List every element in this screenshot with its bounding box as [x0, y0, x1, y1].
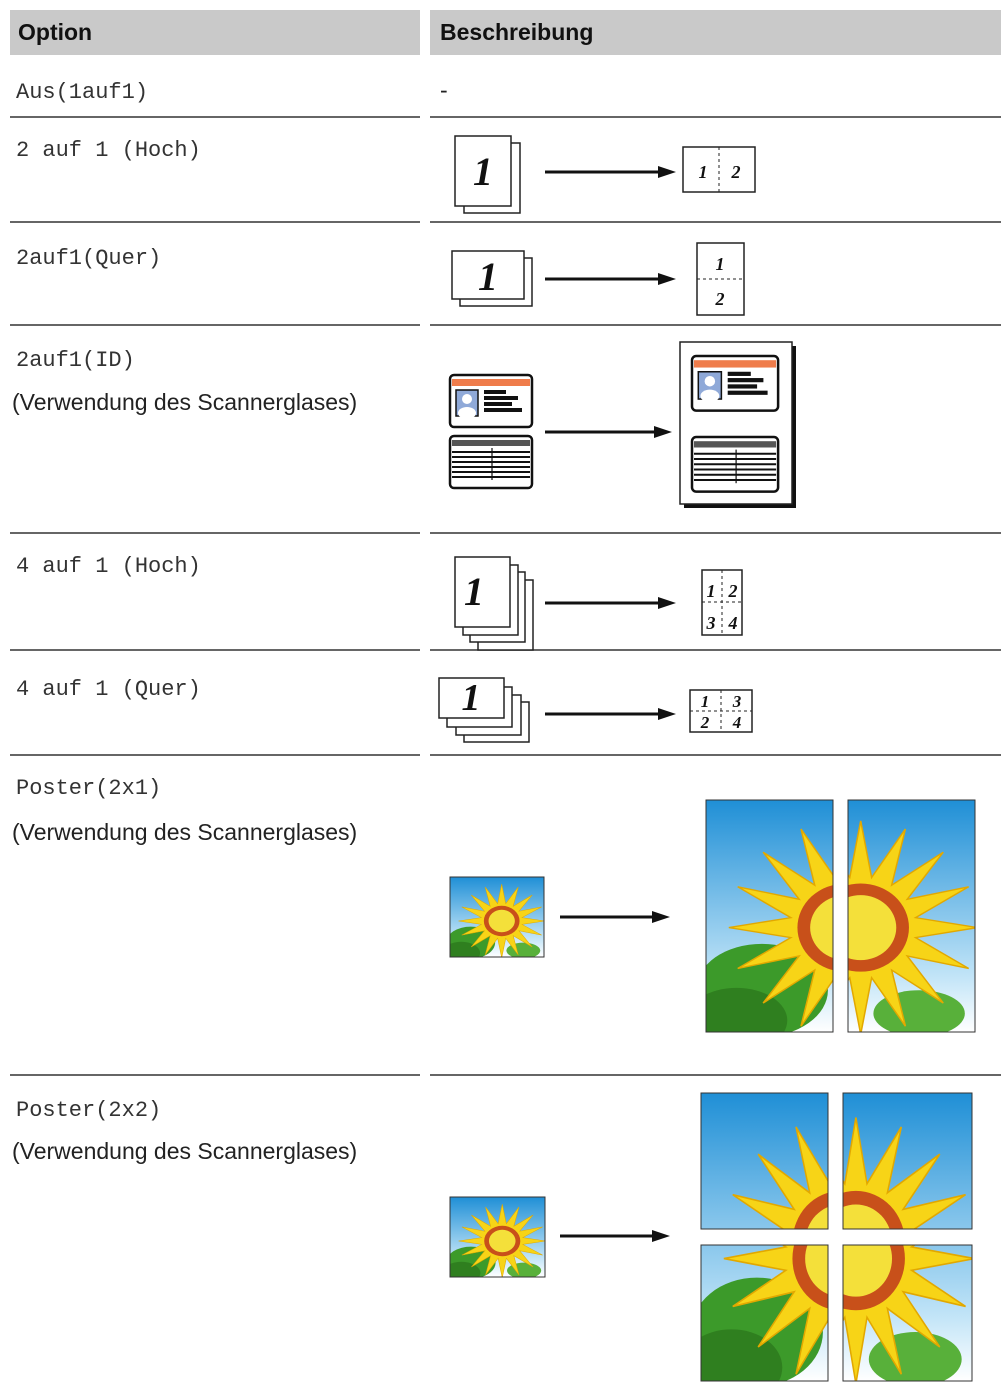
figure-label: 1: [462, 677, 481, 719]
option-label: 2auf1(Quer): [16, 246, 161, 271]
image-border: [449, 876, 545, 958]
image-border: [842, 1244, 973, 1382]
description: -: [440, 77, 448, 103]
card-line: [484, 396, 518, 400]
option-note: (Verwendung des Scannerglases): [12, 389, 357, 415]
arrow-head: [658, 166, 676, 178]
option-label: 4 auf 1 (Quer): [16, 677, 201, 702]
card-avatar: [704, 375, 716, 387]
sunflower-image: [450, 1197, 545, 1277]
figure-label: 2: [728, 581, 738, 601]
arrow-head: [652, 1230, 670, 1242]
figure-label: 2: [731, 162, 741, 182]
figure-label: 1: [473, 149, 493, 194]
page-icon: [451, 250, 525, 300]
figure-label: 1: [699, 162, 708, 182]
image-border: [705, 799, 834, 1033]
image-border: [449, 1196, 546, 1278]
card-band: [694, 441, 777, 448]
arrow-head: [652, 911, 670, 923]
option-note: (Verwendung des Scannerglases): [12, 1138, 357, 1164]
figure-label: 2: [700, 713, 710, 732]
card-avatar: [462, 394, 472, 404]
figure-label: 1: [701, 692, 710, 711]
option-label: Aus(1auf1): [16, 80, 148, 105]
page-icon: [438, 677, 505, 719]
card-avatar: [700, 389, 720, 403]
header-description: Beschreibung: [440, 19, 593, 45]
header-option: Option: [18, 19, 92, 45]
card-line: [484, 408, 522, 412]
card-band: [452, 440, 530, 446]
figure-label: 4: [728, 613, 738, 633]
card-avatar: [458, 407, 476, 419]
option-label: 2auf1(ID): [16, 348, 135, 373]
image-border: [842, 1092, 973, 1230]
sunflower-image: [450, 877, 544, 957]
header-cell: [430, 10, 1001, 55]
figure-label: 4: [732, 713, 742, 732]
header-cell: [10, 10, 420, 55]
arrow-head: [658, 597, 676, 609]
figure-label: 1: [707, 581, 716, 601]
card-stripe: [452, 379, 530, 386]
figure-label: 3: [706, 613, 716, 633]
image-border: [700, 1092, 829, 1230]
figure-label: 1: [716, 254, 725, 274]
option-label: 2 auf 1 (Hoch): [16, 138, 201, 163]
option-label: Poster(2x1): [16, 776, 161, 801]
arrow-head: [654, 426, 672, 438]
figure-label: 1: [478, 254, 498, 299]
card-line: [727, 378, 764, 383]
sunflower: [450, 877, 544, 957]
option-note: (Verwendung des Scannerglases): [12, 819, 357, 845]
figure-label: 1: [464, 569, 484, 614]
arrow-head: [658, 708, 676, 720]
card-stripe: [694, 360, 777, 368]
sunflower: [450, 1197, 545, 1277]
arrow-head: [658, 273, 676, 285]
image-border: [700, 1244, 829, 1382]
card-line: [727, 371, 751, 376]
card-line: [727, 390, 768, 395]
option-label: 4 auf 1 (Hoch): [16, 554, 201, 579]
figure-label: 3: [732, 692, 742, 711]
option-label: Poster(2x2): [16, 1098, 161, 1123]
card-line: [727, 384, 758, 389]
image-border: [847, 799, 976, 1033]
card-line: [484, 390, 506, 394]
card-line: [484, 402, 512, 406]
figure-label: 2: [715, 289, 725, 309]
page-icon: [454, 556, 511, 628]
page-icon: [454, 135, 512, 207]
